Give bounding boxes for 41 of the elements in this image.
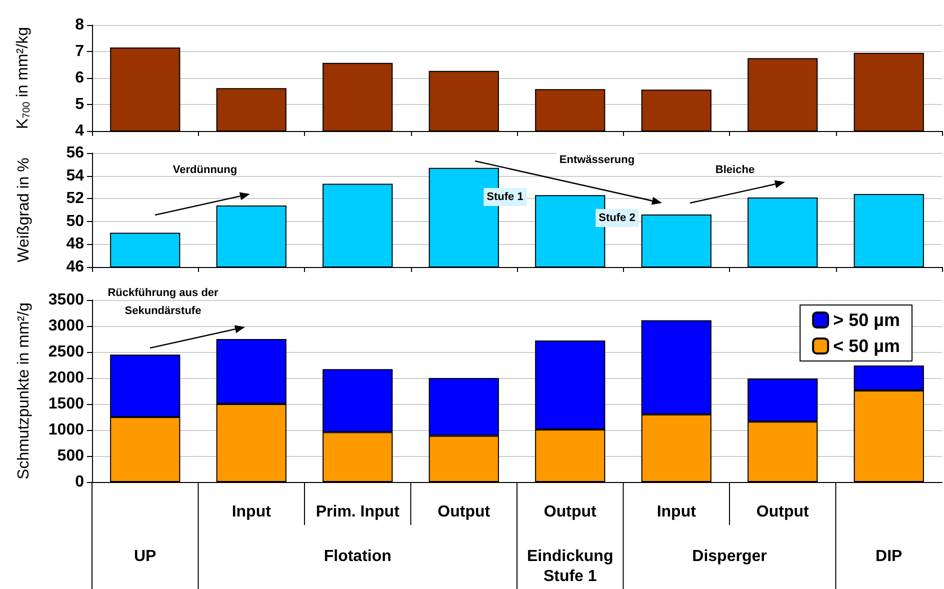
y-tick-label: 5 bbox=[75, 96, 84, 113]
legend-label: > 50 µm bbox=[833, 310, 900, 330]
y-tick-label: 50 bbox=[66, 212, 84, 230]
y-tick-label: 54 bbox=[66, 167, 84, 184]
text: UP bbox=[133, 547, 158, 567]
y-tick-label: 2500 bbox=[48, 344, 84, 360]
y-axis-title: K700 in mm²/kg bbox=[14, 26, 32, 130]
legend-label: < 50 µm bbox=[833, 336, 900, 356]
annotation: Verdünnung bbox=[172, 163, 238, 178]
x-tick-label: Input bbox=[656, 504, 697, 520]
annotation: Entwässerung bbox=[556, 151, 638, 169]
annotation: Rückführung aus der Sekundärstufe bbox=[107, 286, 219, 319]
y-tick-label: 4 bbox=[75, 122, 84, 140]
x-tick-label: Prim. Input bbox=[316, 504, 400, 520]
y-tick-label: 52 bbox=[66, 190, 84, 208]
annotation: Bleiche bbox=[715, 163, 755, 178]
y-tick-label: 0 bbox=[75, 474, 84, 490]
x-tick-label: Output bbox=[756, 504, 810, 520]
y-tick-label: 2000 bbox=[48, 370, 84, 386]
x-tick-label: Output bbox=[544, 504, 598, 520]
x-tick-label: Output bbox=[438, 504, 491, 520]
text: Flotation bbox=[322, 547, 392, 567]
annotation: Stufe 2 bbox=[596, 209, 638, 227]
y-tick-label: 3500 bbox=[48, 292, 84, 308]
y-tick-label: 500 bbox=[57, 448, 84, 464]
text: Eindickung Stufe 1 bbox=[526, 547, 614, 587]
y-tick-label: 3000 bbox=[48, 318, 84, 334]
text: Disperger bbox=[691, 547, 768, 567]
y-axis-title: Schmutzpunkte in mm²/g bbox=[16, 302, 32, 480]
y-tick-label: 7 bbox=[75, 43, 84, 60]
y-tick-label: 1500 bbox=[48, 396, 84, 412]
y-tick-label: 48 bbox=[66, 236, 84, 253]
y-tick-label: 46 bbox=[66, 258, 84, 276]
y-tick-label: 8 bbox=[75, 16, 84, 34]
annotation: Stufe 1 bbox=[484, 188, 526, 206]
x-tick-label: Input bbox=[232, 504, 272, 520]
y-tick-label: 1000 bbox=[48, 422, 84, 438]
y-tick-label: 56 bbox=[66, 144, 84, 162]
y-tick-label: 6 bbox=[75, 70, 84, 86]
text: DIP bbox=[874, 547, 904, 567]
y-axis-title: Weißgrad in % bbox=[16, 158, 32, 262]
